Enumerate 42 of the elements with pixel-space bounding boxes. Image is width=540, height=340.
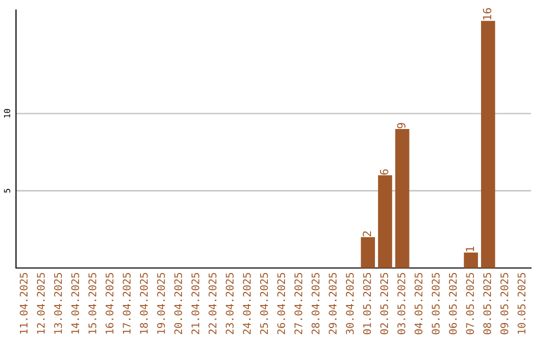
- x-tick-label: 18.04.2025: [140, 273, 148, 334]
- x-tick-label: 25.04.2025: [260, 273, 268, 334]
- x-tick-label: 12.04.2025: [36, 273, 45, 334]
- x-tick-label: 30.04.2025: [346, 273, 354, 334]
- x-tick-label: 03.05.2025: [397, 273, 406, 334]
- x-tick-label: 27.04.2025: [294, 273, 302, 334]
- x-tick-label: 01.05.2025: [363, 273, 371, 334]
- x-tick-label: 11.04.2025: [20, 273, 28, 334]
- y-tick-label: 5: [4, 188, 10, 193]
- x-tick-label: 14.04.2025: [71, 273, 80, 334]
- data-label: 2: [362, 231, 372, 236]
- data-label: 1: [466, 246, 474, 252]
- x-tick-label: 13.04.2025: [54, 273, 62, 334]
- x-tick-label: 24.04.2025: [242, 273, 251, 334]
- x-tick-label: 22.04.2025: [208, 273, 216, 334]
- x-tick-label: 21.04.2025: [191, 273, 200, 334]
- x-tick-label: 28.04.2025: [312, 273, 320, 334]
- x-tick-label: 08.05.2025: [483, 273, 492, 334]
- x-tick-label: 29.04.2025: [328, 273, 337, 334]
- x-tick-label: 09.05.2025: [500, 273, 508, 334]
- data-label: 16: [482, 8, 492, 20]
- bar: [464, 252, 478, 268]
- x-tick-label: 06.05.2025: [448, 273, 457, 334]
- x-tick-label: 20.04.2025: [174, 273, 182, 334]
- bar: [378, 175, 392, 268]
- x-tick-label: 07.05.2025: [466, 273, 474, 334]
- bar: [481, 20, 496, 268]
- x-tick-label: 15.04.2025: [88, 273, 96, 334]
- data-label: 6: [380, 169, 388, 175]
- x-tick-label: 19.04.2025: [157, 273, 165, 334]
- x-tick-label: 02.05.2025: [380, 273, 388, 334]
- bar: [395, 128, 410, 268]
- x-tick-label: 23.04.2025: [226, 273, 234, 334]
- y-tick-label: 10: [4, 109, 10, 118]
- x-tick-label: 05.05.2025: [432, 273, 440, 334]
- x-tick-label: 04.05.2025: [414, 273, 422, 334]
- x-tick-label: 16.04.2025: [106, 273, 114, 334]
- data-label: 9: [397, 123, 406, 128]
- x-tick-label: 10.05.2025: [518, 273, 526, 334]
- bar: [360, 237, 375, 268]
- x-tick-label: 26.04.2025: [277, 273, 286, 334]
- x-tick-label: 17.04.2025: [122, 273, 131, 334]
